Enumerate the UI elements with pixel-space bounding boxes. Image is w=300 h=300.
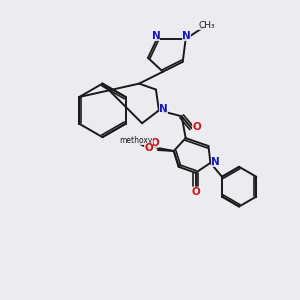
- Text: O: O: [192, 122, 201, 132]
- Text: N: N: [152, 31, 160, 41]
- Text: O: O: [191, 187, 200, 196]
- Text: O: O: [151, 138, 159, 148]
- Text: O: O: [144, 143, 153, 153]
- Text: N: N: [160, 104, 168, 114]
- Text: N: N: [211, 157, 220, 167]
- Text: methoxy: methoxy: [119, 136, 153, 145]
- Text: CH₃: CH₃: [198, 21, 215, 30]
- Text: N: N: [182, 31, 191, 41]
